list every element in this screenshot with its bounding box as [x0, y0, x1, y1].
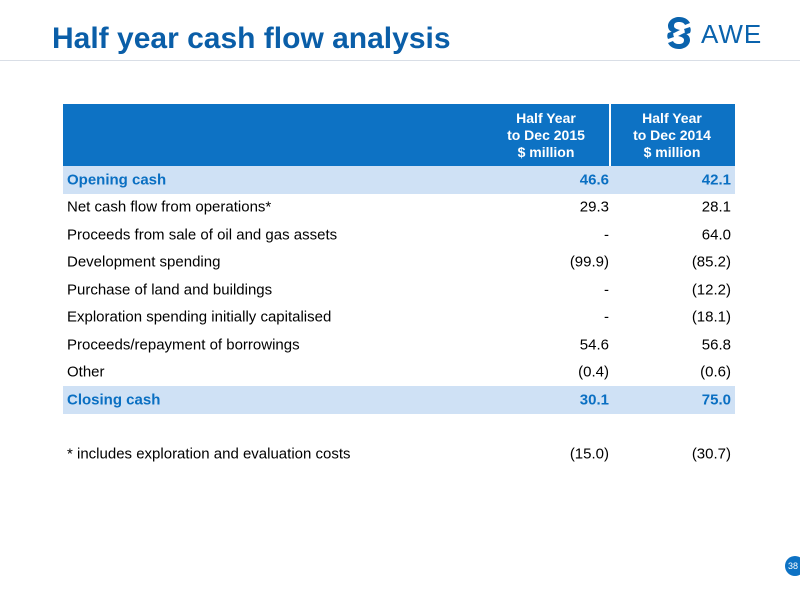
row-label: Opening cash	[67, 171, 167, 189]
value-dec-2014: 75.0	[701, 391, 731, 409]
value-dec-2015: 54.6	[579, 336, 609, 354]
row-label: Development spending	[67, 253, 221, 271]
header-line: to Dec 2015	[507, 126, 585, 143]
title-divider	[0, 60, 800, 61]
value-dec-2015: (0.4)	[578, 363, 609, 381]
column-header-dec-2015: Half Year to Dec 2015 $ million	[483, 104, 609, 166]
row-label: Proceeds from sale of oil and gas assets	[67, 226, 338, 244]
table-row: Proceeds/repayment of borrowings 54.6 56…	[63, 331, 735, 359]
table-row-closing-cash: Closing cash 30.1 75.0	[63, 386, 735, 414]
header-line: to Dec 2014	[633, 126, 711, 143]
table-row: Net cash flow from operations* 29.3 28.1	[63, 194, 735, 222]
table-spacer	[63, 414, 735, 439]
value-dec-2014: (0.6)	[700, 363, 731, 381]
table-header: Half Year to Dec 2015 $ million Half Yea…	[63, 104, 735, 166]
table-row: Exploration spending initially capitalis…	[63, 304, 735, 332]
row-label: Net cash flow from operations*	[67, 198, 272, 216]
value-dec-2015: -	[604, 281, 609, 299]
value-dec-2014: (30.7)	[691, 445, 731, 462]
header-line: Half Year	[642, 109, 702, 126]
value-dec-2015: -	[604, 226, 609, 244]
row-label: Other	[67, 363, 105, 381]
table-row: Proceeds from sale of oil and gas assets…	[63, 221, 735, 249]
page-number-badge: 38	[785, 556, 800, 576]
value-dec-2014: (12.2)	[691, 281, 731, 299]
table-row: Development spending (99.9) (85.2)	[63, 249, 735, 277]
footnote-row: * includes exploration and evaluation co…	[63, 439, 735, 469]
value-dec-2015: 46.6	[579, 171, 609, 189]
company-logo: AWE	[664, 15, 774, 51]
value-dec-2015: (15.0)	[569, 445, 609, 462]
value-dec-2014: (18.1)	[691, 308, 731, 326]
header-line: Half Year	[516, 109, 576, 126]
header-line: $ million	[643, 143, 701, 160]
row-label: Proceeds/repayment of borrowings	[67, 336, 300, 354]
awe-swirl-logo-icon	[667, 17, 691, 49]
header-line: $ million	[517, 143, 575, 160]
value-dec-2015: 29.3	[579, 198, 609, 216]
logo-text: AWE	[701, 19, 763, 49]
row-label: Exploration spending initially capitalis…	[67, 308, 332, 326]
column-header-dec-2014: Half Year to Dec 2014 $ million	[609, 104, 735, 166]
row-label: Closing cash	[67, 391, 161, 409]
value-dec-2014: 28.1	[701, 198, 731, 216]
value-dec-2015: 30.1	[579, 391, 609, 409]
cash-flow-table: Half Year to Dec 2015 $ million Half Yea…	[63, 104, 735, 469]
value-dec-2014: (85.2)	[691, 253, 731, 271]
header-divider	[609, 104, 611, 166]
value-dec-2014: 56.8	[701, 336, 731, 354]
value-dec-2015: (99.9)	[569, 253, 609, 271]
page-title: Half year cash flow analysis	[52, 22, 451, 55]
table-row-opening-cash: Opening cash 46.6 42.1	[63, 166, 735, 194]
row-label: Purchase of land and buildings	[67, 281, 273, 299]
value-dec-2014: 64.0	[701, 226, 731, 244]
table-row: Purchase of land and buildings - (12.2)	[63, 276, 735, 304]
footnote-label: * includes exploration and evaluation co…	[67, 445, 351, 462]
value-dec-2015: -	[604, 308, 609, 326]
table-row: Other (0.4) (0.6)	[63, 359, 735, 387]
value-dec-2014: 42.1	[701, 171, 731, 189]
